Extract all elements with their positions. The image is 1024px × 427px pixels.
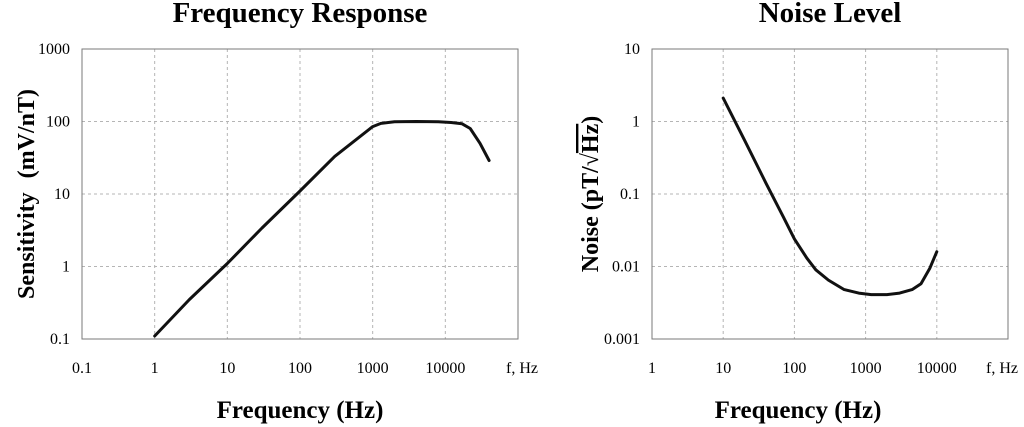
plot-area-border [651, 48, 1009, 340]
x-tick-label: 10000 [917, 360, 957, 377]
x-tick-label: 10000 [425, 360, 465, 377]
y-axis-label-radicand: Hz [578, 123, 604, 153]
y-tick-label: 100 [46, 114, 70, 131]
y-axis-label-unit: (mV/nT) [14, 89, 40, 178]
y-tick-label: 0.001 [604, 331, 640, 348]
x-tick-label: 1000 [850, 360, 882, 377]
y-tick-label: 0.01 [612, 259, 640, 276]
y-axis-label-close: ) [578, 116, 604, 124]
x-unit-label: f, Hz [506, 360, 538, 377]
x-tick-label: 100 [288, 360, 312, 377]
chart-title: Noise Level [759, 0, 902, 29]
series-line-1 [721, 96, 939, 297]
y-axis-label: Noise (pT/√Hz) [578, 116, 604, 273]
x-tick-label: 10 [219, 360, 235, 377]
series-line-1 [153, 120, 491, 338]
y-tick-label: 1 [62, 259, 70, 276]
x-tick-label: 1 [151, 360, 159, 377]
x-unit-label: f, Hz [986, 360, 1018, 377]
x-tick-label: 10 [715, 360, 731, 377]
y-tick-label: 1 [632, 114, 640, 131]
chart-1: Frequency Response 0.1 1 10 100 1000 10000 0.1 1… [14, 0, 538, 424]
x-axis-label: Frequency (Hz) [715, 397, 882, 424]
y-tick-label: 0.1 [50, 331, 70, 348]
x-tick-label: 0.1 [72, 360, 92, 377]
chart-title: Frequency Response [173, 0, 428, 29]
y-tick-label: 10 [624, 41, 640, 58]
y-tick-label: 0.1 [620, 186, 640, 203]
x-tick-label: 1000 [357, 360, 389, 377]
x-tick-label: 1 [648, 360, 656, 377]
y-axis-label: Sensitivity (mV/nT) [14, 89, 40, 299]
sqrt-symbol: √ [578, 152, 604, 166]
x-tick-label: 100 [782, 360, 806, 377]
x-axis-label: Frequency (Hz) [217, 397, 384, 424]
y-tick-label: 1000 [38, 41, 70, 58]
y-axis-label-main: Noise (pT/ [578, 166, 604, 272]
chart-2: Noise Level 1 10 100 1000 10000 0.001 0.01 0.1 1 1… [578, 0, 1018, 424]
y-axis-label-main: Sensitivity [14, 192, 40, 299]
plot-area-border [81, 48, 519, 340]
y-tick-label: 10 [54, 186, 70, 203]
